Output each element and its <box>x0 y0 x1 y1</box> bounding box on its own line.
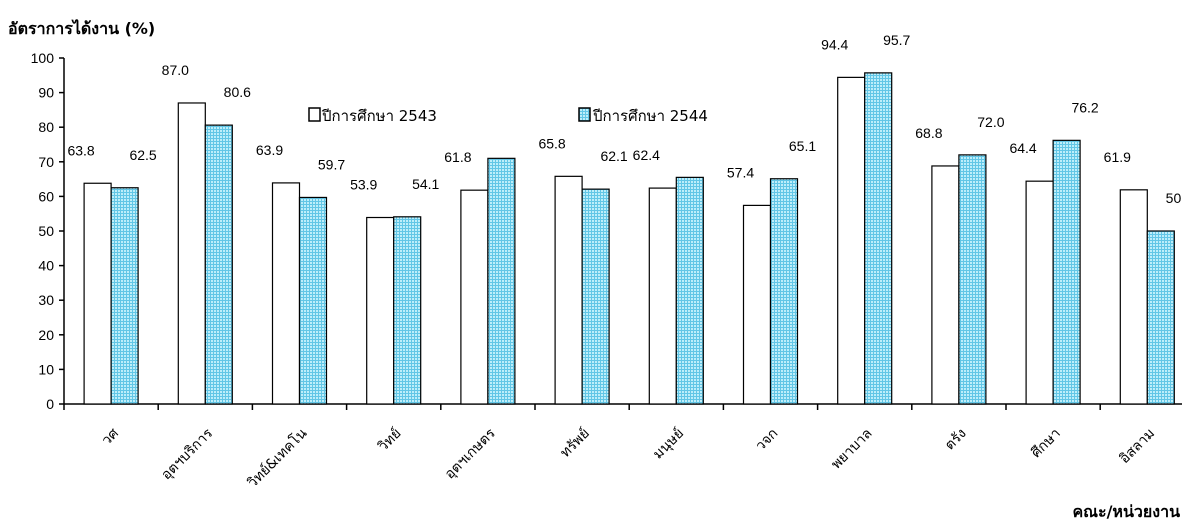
legend-label-2543: ปีการศึกษา 2543 <box>321 107 437 125</box>
data-label-2543: 63.8 <box>67 142 94 158</box>
category-label: วิทย์ <box>375 425 405 455</box>
data-label-2543: 94.4 <box>821 36 848 52</box>
y-axis-title: อัตราการได้งาน (%) <box>8 19 155 38</box>
bar-2543 <box>837 76 866 405</box>
bar-2543 <box>931 165 960 405</box>
y-tick-label: 100 <box>31 50 55 66</box>
data-label-2543: 62.4 <box>633 147 660 163</box>
category-label: วจก <box>753 426 782 455</box>
y-tick-label: 80 <box>38 119 54 135</box>
bar-2543 <box>742 204 772 405</box>
bars-group <box>83 72 1175 405</box>
bar-2544 <box>958 154 987 405</box>
bar-2544 <box>110 187 139 405</box>
bar-2544 <box>1052 139 1081 405</box>
data-labels-group: 63.8 62.5 87.0 80.6 63.9 59.7 53.9 54.1 61.8 65.8… <box>67 32 1182 206</box>
category-label: วศ <box>99 425 122 448</box>
bar-2544 <box>298 196 328 405</box>
category-label: มนุษย์ <box>649 425 687 463</box>
bar-2543 <box>177 102 206 405</box>
data-label-2544: 80.6 <box>224 84 251 100</box>
category-label: วิทย์&เทคโน <box>244 425 311 492</box>
data-label-2543: 68.8 <box>915 125 942 141</box>
y-tick-label: 70 <box>38 154 54 170</box>
bar-2544 <box>204 124 233 405</box>
data-label-2544: 62.1 <box>600 148 627 164</box>
y-tick-label: 30 <box>38 292 54 308</box>
x-axis-title: คณะ/หน่วยงาน <box>1072 502 1180 521</box>
bar-2543 <box>460 189 489 405</box>
y-tick-label: 10 <box>38 361 54 377</box>
data-label-2543: 61.9 <box>1104 149 1131 165</box>
category-label: อุตฯบริการ <box>158 425 216 483</box>
data-label-2544: 72.0 <box>977 114 1004 130</box>
data-label-2544: 50.0 <box>1166 190 1182 206</box>
legend-swatch-2544 <box>578 107 591 122</box>
category-label: อุตฯเกษตร <box>442 425 499 482</box>
bar-2543 <box>83 182 112 405</box>
bar-2544 <box>487 157 516 405</box>
legend-label-2544: ปีการศึกษา 2544 <box>592 107 708 125</box>
bar-2543 <box>1025 180 1054 405</box>
category-label: ศึกษา <box>1028 426 1064 462</box>
data-label-2543: 61.8 <box>444 149 471 165</box>
data-label-2543: 65.8 <box>538 135 565 151</box>
x-axis <box>63 403 1182 410</box>
y-tick-label: 20 <box>38 327 54 343</box>
bar-2543 <box>648 187 677 405</box>
data-label-2544: 95.7 <box>883 32 910 48</box>
category-label: พยาบาล <box>828 426 875 473</box>
category-labels-group: วศ อุตฯบริการ วิทย์&เทคโน วิทย์ อุตฯเกษตร ทรั… <box>99 425 1158 492</box>
bar-2543 <box>554 175 583 405</box>
y-tick-label: 50 <box>38 223 54 239</box>
bar-2544 <box>864 72 893 405</box>
bar-2544 <box>675 176 704 405</box>
bar-2544 <box>769 178 799 405</box>
bar-2544 <box>581 188 610 405</box>
data-label-2544: 62.5 <box>129 147 156 163</box>
bar-2543 <box>271 182 301 405</box>
bar-2544 <box>393 216 422 405</box>
category-label: ทรัพย์ <box>557 425 593 461</box>
category-label: อิสลาม <box>1117 426 1158 467</box>
legend: ปีการศึกษา 2543 ปีการศึกษา 2544 <box>308 107 708 125</box>
data-label-2543: 53.9 <box>350 177 377 193</box>
data-label-2543: 87.0 <box>162 62 189 78</box>
bar-2543 <box>1119 189 1148 405</box>
y-tick-label: 0 <box>46 396 54 412</box>
y-axis: 0 10 20 30 40 50 60 70 80 90 100 <box>31 50 65 412</box>
data-label-2543: 64.4 <box>1009 140 1036 156</box>
data-label-2543: 57.4 <box>727 164 754 180</box>
data-label-2544: 59.7 <box>318 156 345 172</box>
data-label-2543: 63.9 <box>256 142 283 158</box>
data-label-2544: 54.1 <box>412 176 439 192</box>
bar-2543 <box>366 216 395 405</box>
y-tick-label: 40 <box>38 258 54 274</box>
y-tick-label: 60 <box>38 188 54 204</box>
data-label-2544: 76.2 <box>1071 99 1098 115</box>
y-tick-label: 90 <box>38 85 54 101</box>
category-label: ตรัง <box>942 426 970 454</box>
legend-swatch-2543 <box>308 107 321 122</box>
bar-2544 <box>1146 230 1175 405</box>
data-label-2544: 65.1 <box>789 138 816 154</box>
